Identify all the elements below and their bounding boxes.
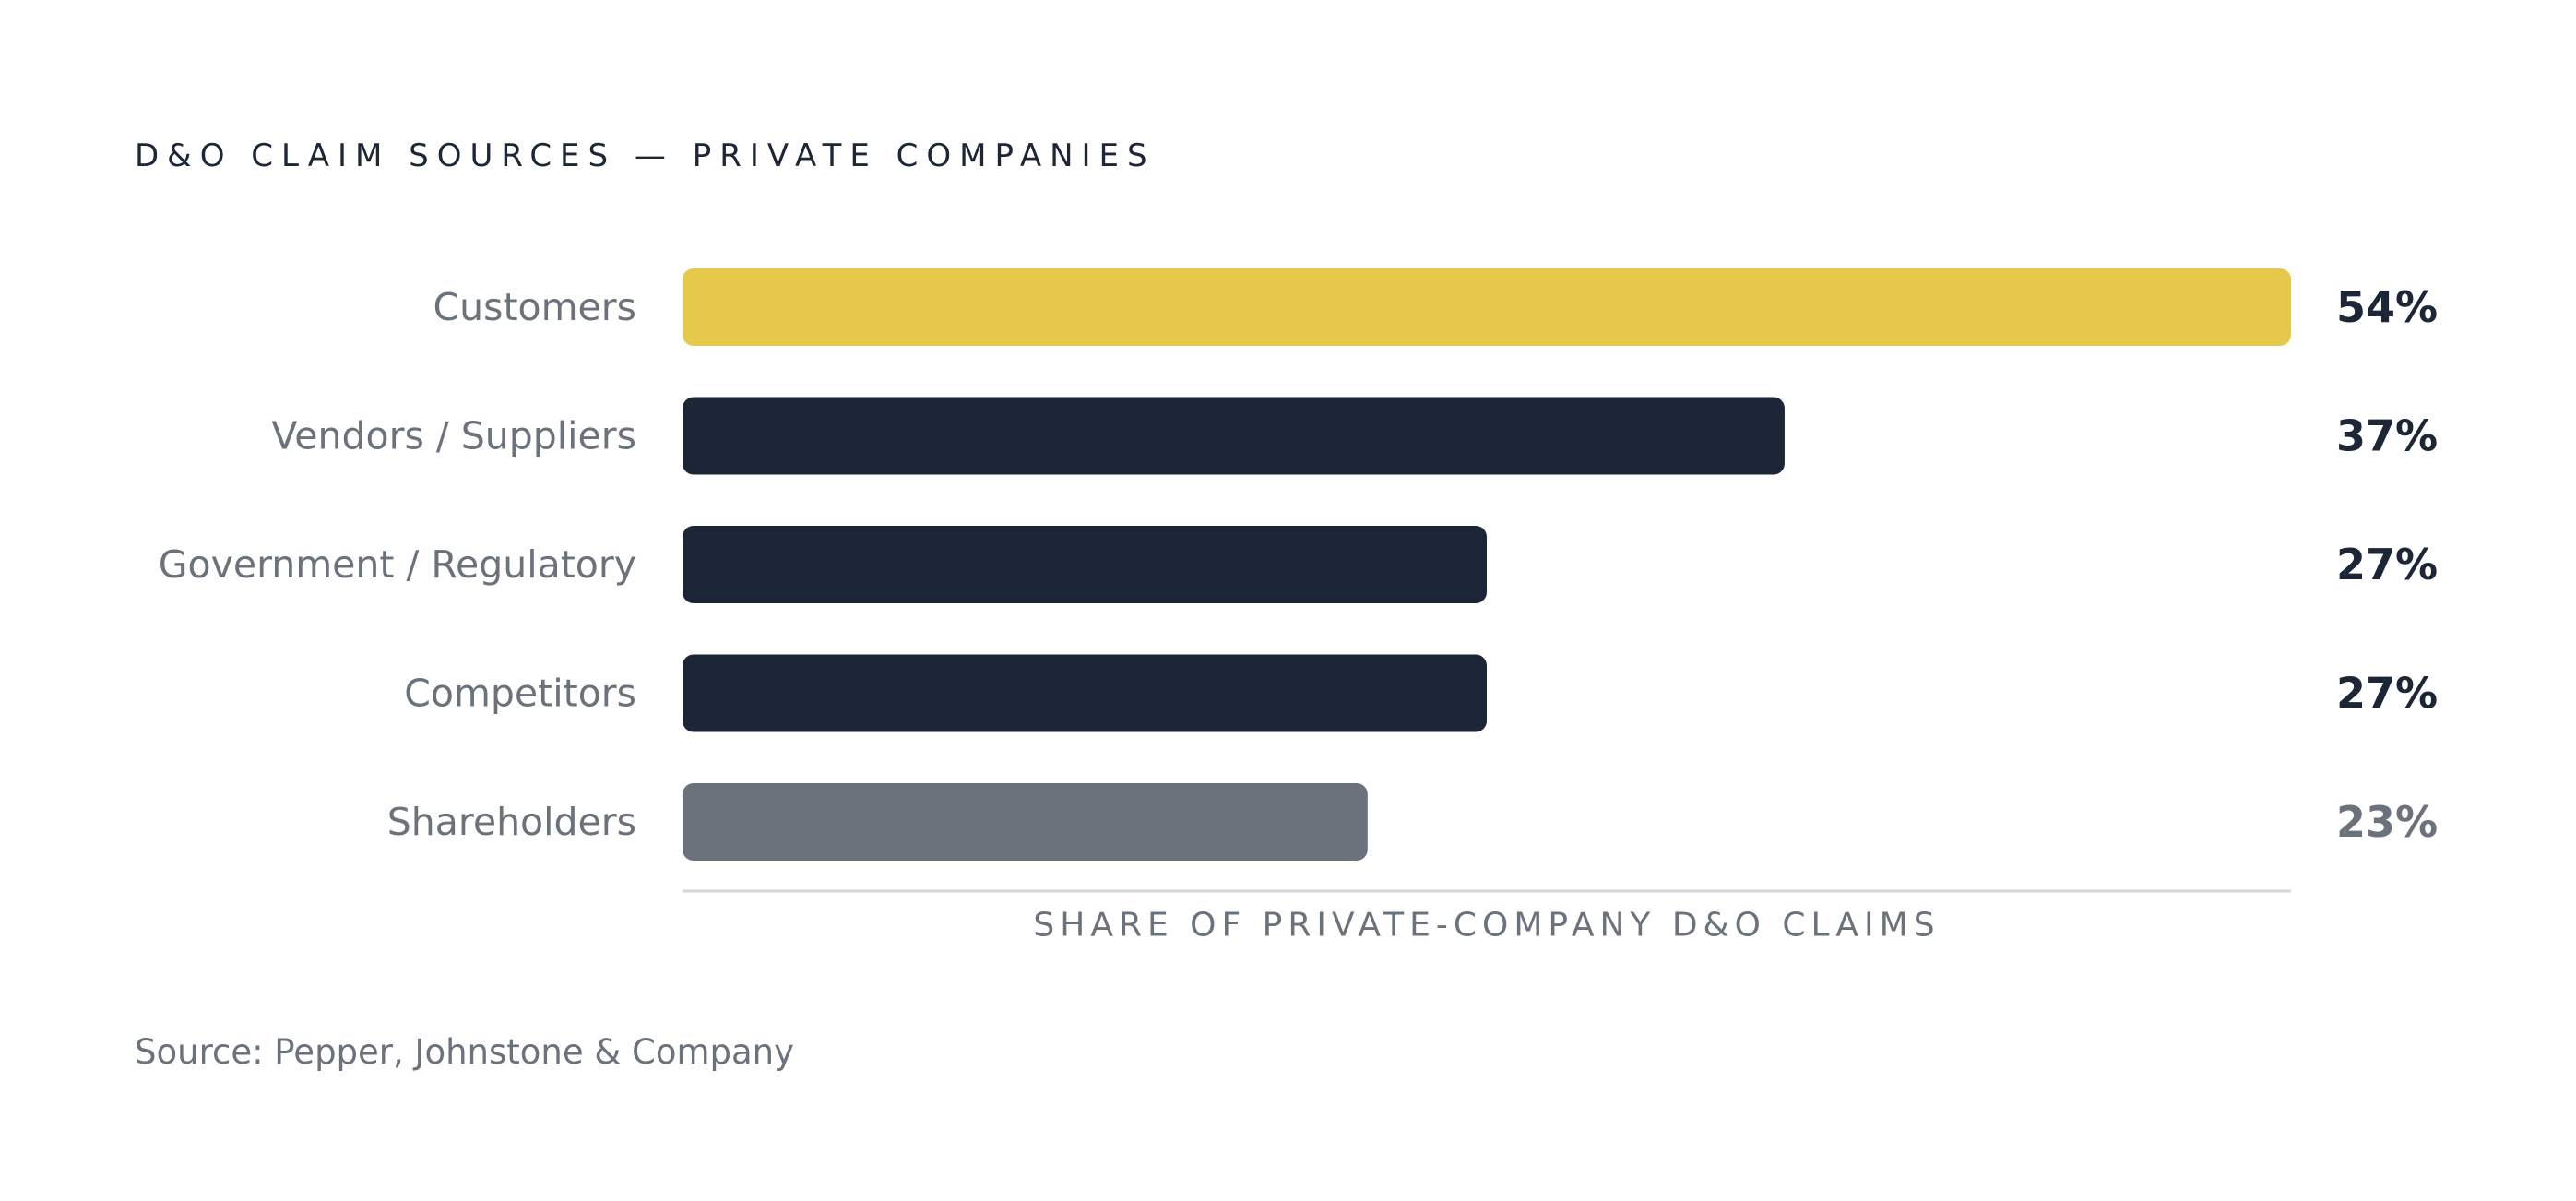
value-label: 54% [2336, 282, 2438, 332]
category-label: Vendors / Suppliers [271, 414, 636, 458]
value-label: 37% [2336, 411, 2438, 461]
bars-group: Customers 54% Vendors / Suppliers 37% Govern… [159, 268, 2438, 861]
source-note: Source: Pepper, Johnstone & Company [135, 1032, 795, 1072]
x-axis-label: SHARE OF PRIVATE-COMPANY D&O CLAIMS [1033, 907, 1940, 945]
bar-customers [683, 268, 2291, 346]
bar-vendors-suppliers [683, 397, 1785, 475]
bar-competitors [683, 654, 1487, 732]
value-label: 27% [2336, 669, 2438, 719]
chart-title: D&O CLAIM SOURCES — PRIVATE COMPANIES [135, 137, 1156, 174]
bar-government-regulatory [683, 526, 1487, 603]
category-label: Government / Regulatory [159, 542, 636, 587]
category-label: Shareholders [387, 800, 636, 844]
bar-shareholders [683, 783, 1368, 861]
value-label: 27% [2336, 540, 2438, 589]
category-label: Customers [433, 285, 636, 329]
category-label: Competitors [404, 672, 636, 716]
value-label: 23% [2336, 797, 2438, 847]
